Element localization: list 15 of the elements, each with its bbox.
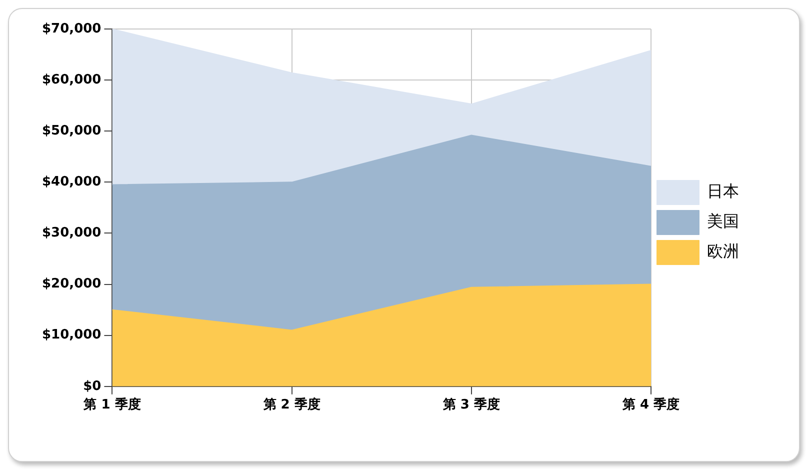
legend-label: 日本 [707, 182, 739, 201]
legend-label: 欧洲 [707, 242, 739, 261]
x-tick-label: 第 4 季度 [621, 396, 680, 413]
y-tick-label: $30,000 [42, 226, 102, 241]
y-tick-label: $0 [83, 378, 102, 394]
y-tick-label: $50,000 [42, 123, 102, 138]
x-tick-label: 第 2 季度 [262, 396, 320, 413]
y-tick-label: $20,000 [42, 276, 102, 292]
x-tick-label: 第 3 季度 [442, 396, 500, 413]
x-tick-label: 第 1 季度 [82, 396, 141, 413]
y-tick-label: $10,000 [42, 328, 102, 343]
y-tick-label: $70,000 [42, 21, 102, 36]
y-tick-label: $40,000 [42, 174, 102, 190]
y-tick-label: $60,000 [42, 72, 102, 88]
legend-label: 美国 [707, 212, 739, 231]
